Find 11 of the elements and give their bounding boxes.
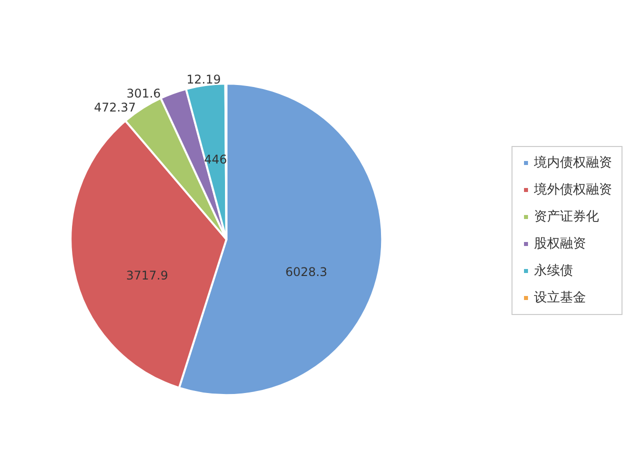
legend-label: 股权融资 xyxy=(534,236,586,252)
data-label: 3717.9 xyxy=(126,268,168,282)
legend-label: 永续债 xyxy=(534,262,573,278)
data-label: 301.6 xyxy=(126,86,161,101)
legend-label: 设立基金 xyxy=(534,290,586,306)
data-label: 472.37 xyxy=(94,100,136,115)
data-label: 12.19 xyxy=(186,72,221,87)
legend-label: 境内债权融资 xyxy=(533,154,612,170)
legend-label: 境外债权融资 xyxy=(533,182,612,198)
legend-label: 资产证券化 xyxy=(534,210,599,224)
data-label: 6028.3 xyxy=(285,264,328,279)
